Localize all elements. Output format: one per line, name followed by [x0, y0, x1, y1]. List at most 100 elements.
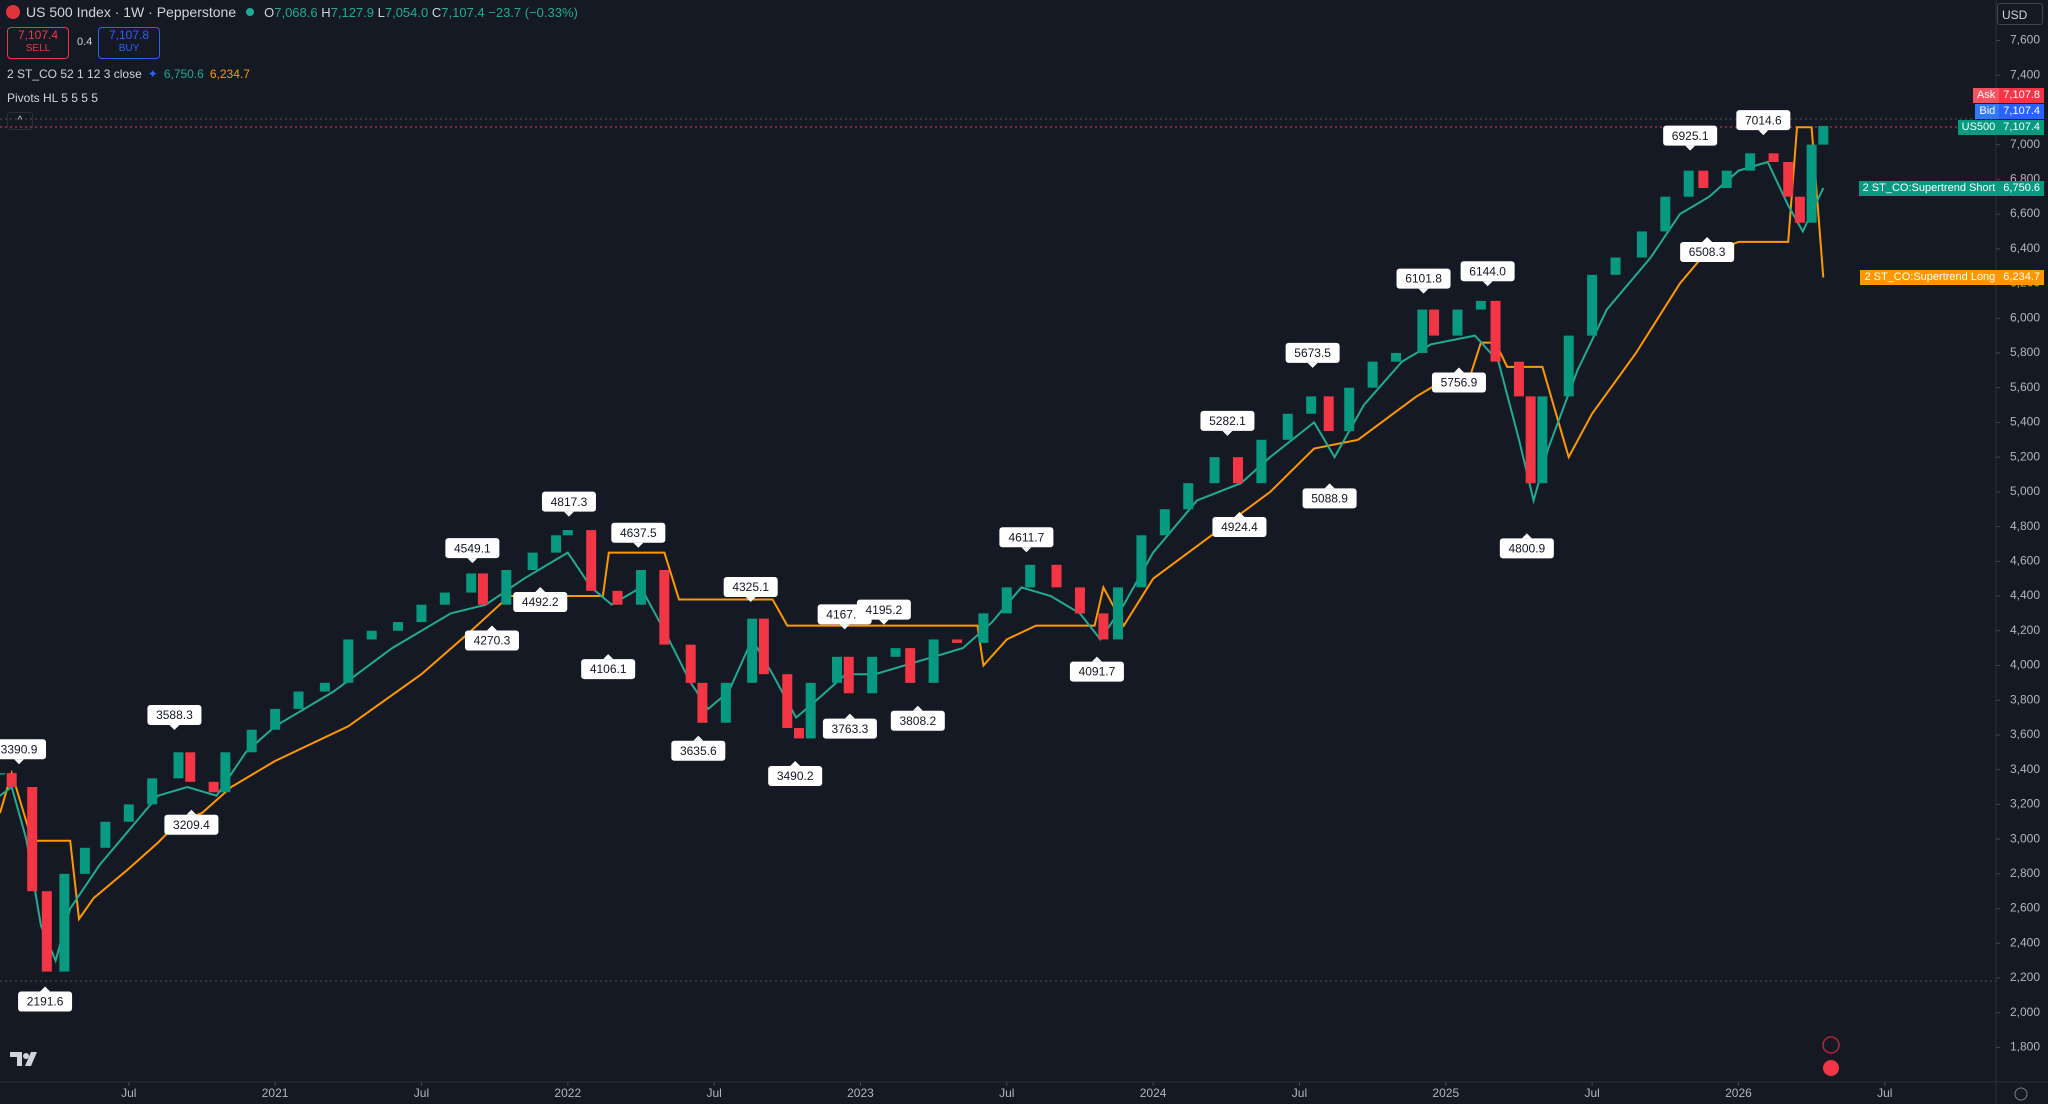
- candle: [1112, 587, 1123, 640]
- pivot-label: 4637.5: [611, 522, 666, 548]
- pivot-pointer: [790, 760, 801, 766]
- y-tick-label: 6,000: [2010, 310, 2040, 324]
- candles: [0, 125, 1829, 972]
- pivot-pointer: [1324, 483, 1335, 489]
- pivot-box: [723, 577, 778, 598]
- pivot-pointer: [912, 705, 923, 711]
- pivot-label: 4817.3: [541, 491, 596, 517]
- flag-icon[interactable]: [1823, 1060, 1839, 1076]
- events-icon[interactable]: [1822, 1036, 1840, 1054]
- collapse-button[interactable]: ^: [7, 112, 33, 130]
- buy-button[interactable]: 7,107.8 BUY: [98, 27, 160, 59]
- pivot-box: [611, 522, 666, 543]
- pivot-pointer: [1685, 145, 1696, 151]
- candle: [928, 639, 939, 683]
- pivot-label: 6508.3: [1680, 236, 1735, 262]
- candle: [6, 773, 17, 788]
- candle: [1806, 144, 1817, 223]
- candle: [612, 590, 623, 605]
- pivot-box: [1285, 342, 1340, 363]
- buy-label: BUY: [118, 43, 140, 54]
- pivot-label: 3209.4: [164, 809, 219, 835]
- pivot-text: 4549.1: [454, 541, 491, 555]
- settings-icon[interactable]: [2014, 1087, 2028, 1101]
- candle: [1475, 300, 1486, 310]
- x-tick-label: Jul: [414, 1086, 429, 1100]
- candle: [1587, 274, 1598, 336]
- pivot-box: [0, 739, 47, 760]
- pivot-label: 4492.2: [513, 587, 568, 613]
- pivot-text: 4817.3: [551, 495, 588, 509]
- candle: [1783, 161, 1794, 197]
- candle: [319, 682, 330, 692]
- pivot-text: 5756.9: [1441, 376, 1478, 390]
- tag-value: 7,107.8: [1999, 88, 2044, 103]
- candle: [185, 752, 196, 782]
- candle: [1209, 457, 1220, 484]
- pivot-box: [1680, 241, 1735, 262]
- pivot-pointer: [1482, 281, 1493, 287]
- x-tick-label: Jul: [1877, 1086, 1892, 1100]
- pivot-pointer: [1307, 362, 1318, 368]
- pivot-box: [999, 527, 1054, 548]
- pivot-label: 3808.2: [890, 705, 945, 731]
- pivot-pointer: [563, 511, 574, 517]
- candle: [527, 552, 538, 570]
- candle: [477, 573, 488, 605]
- candle: [1256, 439, 1267, 484]
- spread: 0.4: [77, 36, 93, 48]
- last-tag: US500 7,107.4: [1957, 120, 2044, 135]
- tag-name: US500: [1957, 120, 2000, 135]
- ohlc-value: 7,127.9: [330, 4, 374, 20]
- pivot-pointer: [40, 986, 51, 992]
- candle: [562, 530, 573, 536]
- pivot-box: [513, 592, 568, 613]
- candle: [1025, 564, 1036, 588]
- x-tick-label: 2025: [1432, 1086, 1459, 1100]
- pivot-label: 4325.1: [723, 577, 778, 603]
- pivot-pointer: [535, 587, 546, 593]
- pivot-pointer: [745, 597, 756, 603]
- pivot-text: 4924.4: [1221, 520, 1258, 534]
- indicator-name: Pivots HL 5 5 5 5: [7, 91, 98, 105]
- buy-price: 7,107.8: [108, 28, 150, 42]
- candle: [1001, 587, 1012, 614]
- y-tick-label: 2,200: [2010, 970, 2040, 984]
- y-tick-label: 4,000: [2010, 658, 2040, 672]
- candle: [1513, 361, 1524, 397]
- pivot-text: 4492.2: [522, 595, 559, 609]
- pivot-text: 3390.9: [1, 742, 38, 756]
- y-tick-label: 4,800: [2010, 519, 2040, 533]
- y-tick-label: 5,000: [2010, 484, 2040, 498]
- pivot-box: [1069, 661, 1124, 682]
- pivot-box: [1212, 516, 1267, 537]
- pivot-box: [1396, 268, 1451, 289]
- bid-tag: Bid 7,107.4: [1975, 104, 2044, 119]
- pivot-label: 4611.7: [999, 527, 1054, 553]
- x-tick-label: Jul: [121, 1086, 136, 1100]
- candle: [1098, 613, 1109, 640]
- candle: [1818, 125, 1829, 145]
- sell-label: SELL: [25, 43, 51, 54]
- candle: [978, 613, 989, 643]
- ohlc-key: C: [431, 4, 442, 20]
- candle: [208, 781, 219, 793]
- pivot-text: 7014.6: [1745, 113, 1782, 127]
- candle: [1768, 153, 1779, 162]
- currency-button[interactable]: USD: [1997, 3, 2043, 25]
- y-tick-label: 4,200: [2010, 623, 2040, 637]
- x-tick-label: Jul: [706, 1086, 721, 1100]
- pivot-box: [1460, 261, 1515, 282]
- sell-button[interactable]: 7,107.4 SELL: [7, 27, 69, 59]
- candle: [1745, 153, 1756, 171]
- y-tick-label: 7,600: [2010, 33, 2040, 47]
- pivot-pointer: [844, 713, 855, 719]
- candle: [1391, 352, 1402, 362]
- symbol-icon: [6, 5, 20, 19]
- y-tick-label: 7,000: [2010, 137, 2040, 151]
- x-tick-label: 2026: [1725, 1086, 1752, 1100]
- tag-name: Ask: [1972, 88, 2000, 103]
- pivot-box: [1200, 410, 1255, 431]
